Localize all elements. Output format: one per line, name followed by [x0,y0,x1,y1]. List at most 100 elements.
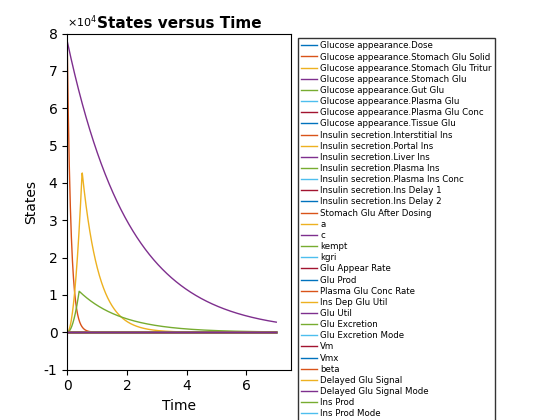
Glucose appearance.Dose [207,330,214,335]
a [64,330,71,335]
Insulin secretion.Plasma Ins Conc [85,330,92,335]
kempt [85,330,92,335]
Glu Util [156,330,162,335]
Glucose appearance.Plasma Glu [85,330,92,335]
Insulin secretion.Liver Ins [231,330,237,335]
Insulin secretion.Plasma Ins [85,330,92,335]
Glu Appear Rate [231,330,237,335]
Vm [207,330,214,335]
Glu Excretion [156,330,162,335]
Glucose appearance.Gut Glu [231,329,237,334]
kempt [227,330,234,335]
c [148,330,155,335]
Insulin secretion.Ins Delay 2 [227,330,234,335]
Glu Prod [64,330,71,335]
Plasma Glu Conc Rate [156,330,162,335]
m3 [273,330,279,335]
Insulin secretion.Plasma Ins Conc [207,330,214,335]
Basal Glu Prod [207,330,214,335]
Glu Appear Rate [207,330,214,335]
Insulin secretion.Portal Ins [231,330,237,335]
Ins Secr [231,330,237,335]
Vmx [156,330,162,335]
Ins Dep Glu Util [148,330,155,335]
Stomach Glu After Dosing [156,330,162,335]
Insulin secretion.Interstitial Ins [148,330,155,335]
Insulin secretion.Liver Ins [85,330,92,335]
c [85,330,92,335]
kgri [85,330,92,335]
Glu Util [207,330,214,335]
Glu Excretion [148,330,155,335]
Glu Excretion Mode [64,330,71,335]
Glu Prod [85,330,92,335]
Insulin secretion.Interstitial Ins [85,330,92,335]
Insulin secretion.Plasma Ins Conc [231,330,237,335]
Delayed Glu Signal Mode [148,330,155,335]
Insulin secretion.Ins Delay 1 [227,330,234,335]
Glu Util [227,330,234,335]
Vm [156,330,162,335]
Vmx [231,330,237,335]
Basal Glu Prod [156,330,162,335]
Glu Excretion [64,330,71,335]
Ins Secr [227,330,234,335]
Basal Ins Secr [148,330,155,335]
Plasma Glu Conc Rate [231,330,237,335]
Stomach Glu After Dosing [85,330,92,335]
Stomach Glu After Dosing [227,330,234,335]
Glucose appearance.Stomach Glu [148,255,155,260]
Glucose appearance.Dose [231,330,237,335]
Basal Ins Secr [273,330,279,335]
Glucose appearance.Plasma Glu Conc [148,330,155,335]
Ins Dep Glu Util [207,330,214,335]
Glu Util [85,330,92,335]
kempt [273,330,279,335]
Basal Ins Secr [231,330,237,335]
Insulin secretion.Interstitial Ins [273,330,279,335]
beta [148,330,155,335]
Basal Ins Secr [64,330,71,335]
Hepatic Extraction [273,330,279,335]
m3 [231,330,237,335]
Hepatic Extraction [85,330,92,335]
Vmx [227,330,234,335]
Vmx [64,330,71,335]
Vm [227,330,234,335]
Delayed Glu Signal [227,330,234,335]
X-axis label: Time: Time [162,399,196,413]
Delayed Glu Signal Mode [156,330,162,335]
Basal Glu Prod [273,330,279,335]
Glucose appearance.Plasma Glu [207,330,214,335]
Glucose appearance.Dose [156,330,162,335]
Ins Prod Mode [148,330,155,335]
Insulin secretion.Portal Ins [85,330,92,335]
Glucose appearance.Stomach Glu Solid [231,330,237,335]
c [64,330,71,335]
Glucose appearance.Stomach Glu Solid [207,330,214,335]
Delayed Glu Signal [273,330,279,335]
Ins Prod Mode [85,330,92,335]
Glucose appearance.Stomach Glu [227,309,234,314]
Insulin secretion.Ins Delay 2 [231,330,237,335]
Insulin secretion.Portal Ins [227,330,234,335]
Stomach Glu After Dosing [231,330,237,335]
kempt [156,330,162,335]
Glucose appearance.Gut Glu [156,323,163,328]
Glucose appearance.Gut Glu [273,329,279,334]
Glucose appearance.Dose [273,330,279,335]
Glucose appearance.Stomach Glu Tritur [79,171,86,176]
Ins Dep Glu Util [156,330,162,335]
Delayed Glu Signal [156,330,162,335]
Glu Prod [156,330,162,335]
a [85,330,92,335]
a [227,330,234,335]
Insulin secretion.Ins Delay 2 [64,330,71,335]
Ins Prod Mode [227,330,234,335]
Delayed Glu Signal [85,330,92,335]
Insulin secretion.Ins Delay 1 [148,330,155,335]
Glucose appearance.Stomach Glu Tritur [208,330,214,335]
Glucose appearance.Stomach Glu Tritur [64,330,71,335]
Ins Secr [207,330,214,335]
Basal Glu Prod [227,330,234,335]
